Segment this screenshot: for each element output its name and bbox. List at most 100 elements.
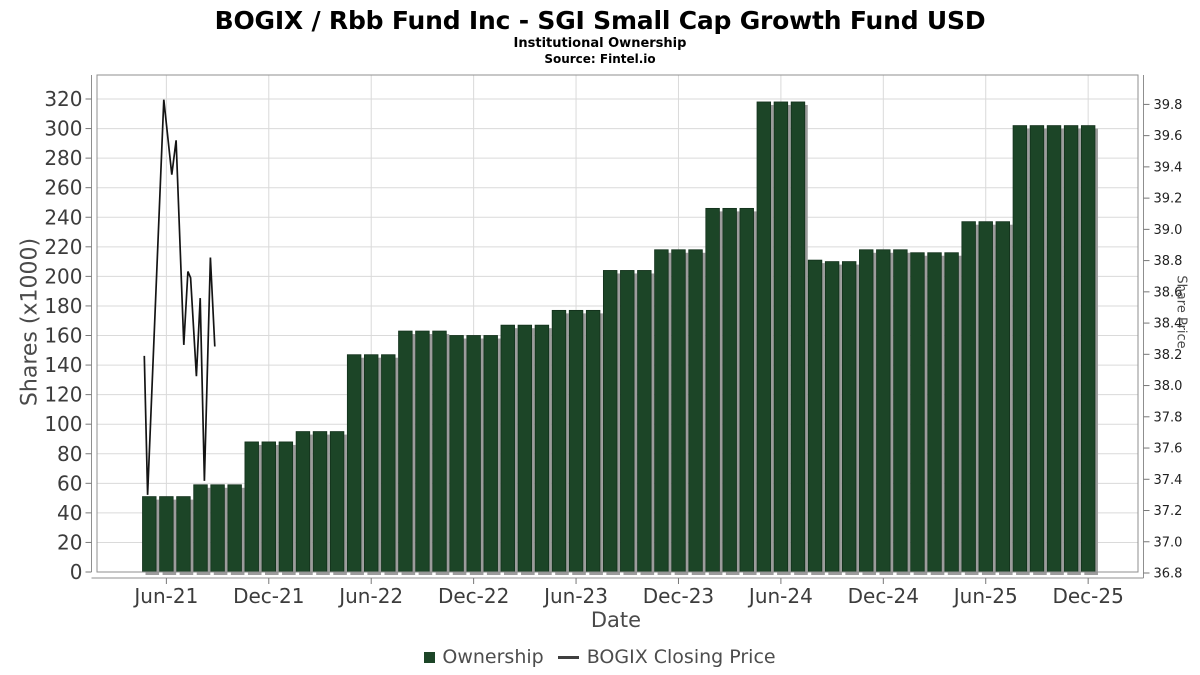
y-left-tick-label: 20 (57, 530, 82, 554)
y-left-tick-label: 180 (44, 294, 82, 318)
ownership-swatch-icon (424, 651, 436, 663)
y-right-tick-label: 38.8 (1154, 254, 1183, 269)
ownership-bar (329, 431, 345, 573)
y-right-tick-label: 38.4 (1154, 317, 1183, 332)
ownership-bar (688, 249, 703, 573)
ownership-bar (568, 309, 584, 573)
y-right-tick-label: 39.0 (1154, 223, 1183, 238)
closing-price-line-icon (557, 655, 579, 659)
y-right-tick-label: 39.4 (1154, 160, 1183, 175)
x-axis-title: Date (590, 608, 642, 632)
ownership-bar (381, 354, 396, 573)
y-left-tick-label: 280 (44, 146, 82, 170)
y-right-tick-label: 37.6 (1154, 442, 1183, 457)
ownership-bar (449, 335, 464, 573)
y-left-tick-label: 160 (44, 324, 82, 348)
ownership-bar (1063, 125, 1079, 573)
ownership-bar (500, 324, 515, 573)
ownership-bar (1080, 125, 1096, 573)
y-left-tick-label: 120 (44, 383, 82, 407)
page-title: BOGIX / Rbb Fund Inc - SGI Small Cap Gro… (214, 6, 986, 35)
x-tick-label: Jun-22 (337, 584, 403, 608)
ownership-bar (159, 496, 174, 573)
ownership-bar (620, 270, 635, 573)
ownership-bar (756, 101, 772, 573)
y-left-axis-title: Shares (x1000) (17, 237, 43, 407)
y-right-tick-label: 37.0 (1154, 535, 1183, 550)
y-left-tick-label: 100 (44, 412, 82, 436)
price-line (143, 99, 216, 495)
ownership-bar (705, 207, 720, 573)
y-left-tick-label: 260 (44, 176, 82, 200)
y-left-tick-label: 40 (57, 501, 82, 525)
y-right-tick-label: 38.0 (1154, 379, 1183, 394)
y-left-tick-label: 80 (57, 442, 82, 466)
y-left-tick-label: 320 (44, 87, 82, 111)
y-right-tick-label: 39.6 (1154, 129, 1183, 144)
y-right-axis-title: Share Price (1173, 275, 1189, 349)
ownership-bar (346, 354, 362, 573)
x-tick-label: Jun-25 (952, 584, 1018, 608)
chart-subtitle: Institutional Ownership (513, 36, 687, 51)
legend-item-closing-price: BOGIX Closing Price (586, 646, 776, 668)
ownership-bar (910, 252, 925, 573)
ownership-bar (859, 249, 874, 573)
ownership-bar (671, 249, 686, 573)
y-left-tick-label: 60 (57, 471, 82, 495)
ownership-bar (739, 207, 754, 573)
ownership-bar (790, 101, 806, 573)
y-left-tick-label: 200 (44, 264, 82, 288)
ownership-bar (210, 484, 225, 573)
x-tick-label: Dec-25 (1052, 584, 1123, 608)
y-left-tick-label: 300 (44, 117, 82, 141)
ownership-bar (807, 259, 823, 573)
x-tick-label: Jun-24 (747, 584, 813, 608)
ownership-bar (176, 496, 191, 573)
ownership-bar (585, 309, 601, 573)
y-right-tick-label: 36.8 (1154, 567, 1183, 582)
y-right-tick-label: 38.2 (1154, 348, 1183, 363)
x-tick-label: Dec-22 (438, 584, 509, 608)
y-left-tick-label: 220 (44, 235, 82, 259)
ownership-bar (364, 354, 379, 573)
y-right-tick-label: 39.8 (1154, 98, 1183, 113)
ownership-bar (517, 324, 533, 573)
ownership-bar (722, 207, 737, 573)
y-right-tick-label: 37.8 (1154, 410, 1183, 425)
y-right-tick-label: 39.2 (1154, 192, 1183, 207)
ownership-bar (978, 221, 993, 573)
ownership-bar (1012, 125, 1028, 573)
ownership-bar (278, 441, 294, 573)
ownership-bar (995, 221, 1011, 573)
ownership-bar (432, 330, 447, 573)
ownership-bar (944, 252, 959, 573)
chart-source: Source: Fintel.io (544, 52, 656, 66)
y-right-tick-label: 38.6 (1154, 285, 1183, 300)
ownership-bar (534, 324, 550, 573)
ownership-bar (841, 261, 857, 573)
y-left-tick-label: 240 (44, 205, 82, 229)
ownership-bar (483, 335, 498, 573)
plot-border (96, 74, 1139, 573)
legend-item-ownership: Ownership (442, 646, 544, 668)
x-tick-label: Jun-23 (542, 584, 608, 608)
ownership-bar (551, 309, 567, 573)
ownership-bar (227, 484, 242, 573)
y-left-tick-label: 0 (70, 560, 83, 584)
y-right-tick-label: 37.4 (1154, 473, 1183, 488)
ownership-bar (398, 330, 413, 573)
ownership-bar (312, 431, 328, 573)
ownership-bar (1029, 125, 1045, 573)
ownership-bar (261, 441, 276, 573)
x-tick-label: Jun-21 (132, 584, 198, 608)
ownership-bar (654, 249, 669, 573)
x-tick-label: Dec-23 (643, 584, 714, 608)
x-tick-label: Dec-21 (233, 584, 304, 608)
ownership-bar (637, 270, 652, 573)
ownership-bar (961, 221, 976, 573)
ownership-bar (295, 431, 311, 573)
ownership-bar (773, 101, 789, 573)
chart-legend: Ownership BOGIX Closing Price (0, 646, 1200, 668)
ownership-bar (244, 441, 259, 573)
